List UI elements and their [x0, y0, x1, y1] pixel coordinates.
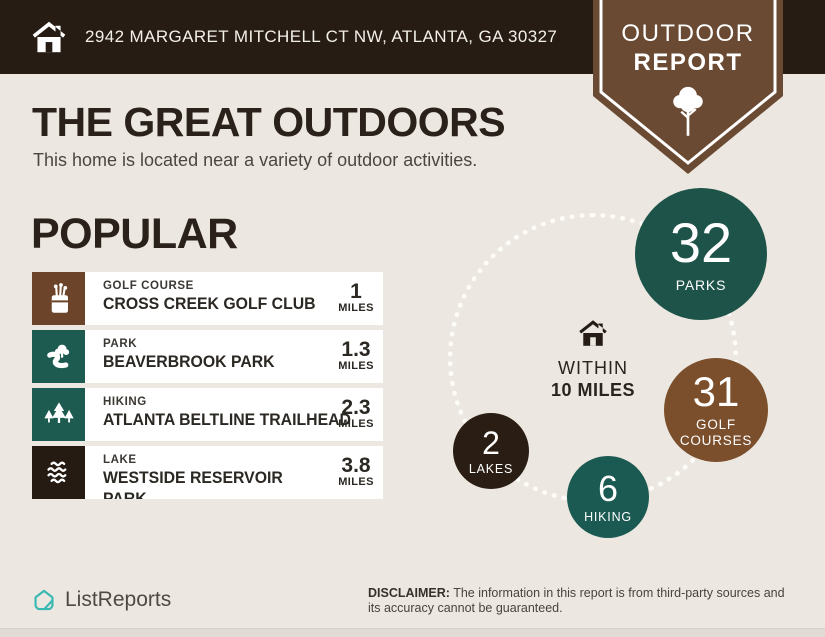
list-item-card: PARK BEAVERBROOK PARK 1.3 MILES — [85, 330, 383, 383]
outdoor-report-badge: OUTDOOR REPORT — [593, 0, 783, 175]
distance: 1.3 MILES — [335, 338, 377, 372]
bottom-edge-strip — [0, 628, 825, 637]
badge-title-line1: OUTDOOR — [621, 20, 755, 47]
golf-bag-icon — [32, 272, 85, 325]
list-item-text: GOLF COURSE CROSS CREEK GOLF CLUB — [103, 280, 335, 314]
radius-label: 10 MILES — [550, 380, 636, 400]
disclaimer-label: DISCLAIMER: — [368, 586, 450, 600]
stat-value: 31 — [692, 368, 740, 415]
stat-value: 6 — [597, 467, 619, 509]
list-item-text: LAKE WESTSIDE RESERVOIR PARK — [103, 454, 335, 499]
stat-bubble-lakes: 2 LAKES — [453, 413, 529, 489]
home-icon — [579, 320, 607, 346]
popular-section-heading: POPULAR — [31, 210, 238, 258]
home-icon — [32, 21, 66, 53]
distance-value: 1 — [350, 280, 362, 303]
popular-list: GOLF COURSE CROSS CREEK GOLF CLUB 1 MILE… — [32, 272, 383, 504]
distance-value: 1.3 — [341, 338, 371, 361]
distance: 3.8 MILES — [335, 454, 377, 488]
map-center: WITHIN 10 MILES — [533, 317, 653, 401]
stat-label: HIKING — [584, 509, 632, 524]
distance: 2.3 MILES — [335, 396, 377, 430]
list-item-hiking: HIKING ATLANTA BELTLINE TRAILHEAD 2.3 MI… — [32, 388, 383, 441]
distance-unit: MILES — [338, 476, 374, 488]
list-item-category: PARK — [103, 338, 138, 350]
list-item-category: LAKE — [103, 454, 137, 466]
stat-label: GOLF COURSES — [679, 417, 753, 448]
list-item-name: BEAVERBROOK PARK — [103, 352, 275, 371]
list-item-name: CROSS CREEK GOLF CLUB — [103, 294, 316, 313]
list-item-text: HIKING ATLANTA BELTLINE TRAILHEAD — [103, 396, 351, 430]
badge-content: OUTDOOR REPORT — [593, 0, 783, 147]
stat-value: 32 — [669, 211, 733, 274]
within-label: WITHIN — [558, 358, 628, 378]
waves-icon — [32, 446, 85, 499]
list-item-card: HIKING ATLANTA BELTLINE TRAILHEAD 2.3 MI… — [85, 388, 383, 441]
listreports-logo-icon — [34, 589, 54, 611]
page-subtitle: This home is located near a variety of o… — [33, 150, 478, 170]
list-item-category: HIKING — [103, 396, 147, 408]
brand-name: ListReports — [65, 588, 172, 611]
park-tree-path-icon — [32, 330, 85, 383]
stat-label: LAKES — [468, 461, 514, 476]
stat-label: PARKS — [675, 277, 727, 293]
badge-title-line2: REPORT — [633, 49, 743, 76]
page-title: THE GREAT OUTDOORS — [32, 99, 506, 145]
list-item-card: GOLF COURSE CROSS CREEK GOLF CLUB 1 MILE… — [85, 272, 383, 325]
distance-unit: MILES — [338, 418, 374, 430]
stat-bubble-golf-courses: 31 GOLF COURSES — [664, 358, 768, 462]
list-item-name: WESTSIDE RESERVOIR PARK — [103, 468, 283, 499]
distance-value: 2.3 — [341, 396, 371, 419]
stat-bubble-hiking: 6 HIKING — [567, 456, 649, 538]
list-item-card: LAKE WESTSIDE RESERVOIR PARK 3.8 MILES — [85, 446, 383, 499]
disclaimer-body: The information in this report is from t… — [368, 586, 785, 615]
disclaimer-text: DISCLAIMER: The information in this repo… — [368, 586, 798, 616]
distance-unit: MILES — [338, 302, 374, 314]
listreports-brand: ListReports — [31, 587, 171, 613]
list-item-category: GOLF COURSE — [103, 280, 194, 292]
property-address: 2942 MARGARET MITCHELL CT NW, ATLANTA, G… — [85, 27, 558, 46]
list-item-text: PARK BEAVERBROOK PARK — [103, 338, 335, 372]
list-item-park: PARK BEAVERBROOK PARK 1.3 MILES — [32, 330, 383, 383]
tree-icon — [673, 86, 703, 136]
list-item-name: ATLANTA BELTLINE TRAILHEAD — [103, 410, 351, 429]
distance-unit: MILES — [338, 360, 374, 372]
list-item-lake: LAKE WESTSIDE RESERVOIR PARK 3.8 MILES — [32, 446, 383, 499]
list-item-golf-course: GOLF COURSE CROSS CREEK GOLF CLUB 1 MILE… — [32, 272, 383, 325]
stat-bubble-parks: 32 PARKS — [635, 188, 767, 320]
distance: 1 MILES — [335, 280, 377, 314]
distance-value: 3.8 — [341, 454, 371, 477]
pine-trees-icon — [32, 388, 85, 441]
stat-value: 2 — [482, 424, 500, 461]
